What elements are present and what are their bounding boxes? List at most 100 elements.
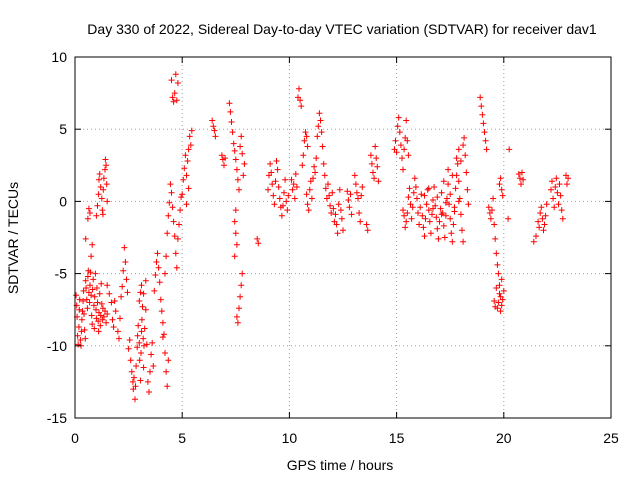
data-point xyxy=(478,103,485,110)
data-point xyxy=(88,292,95,299)
data-point xyxy=(489,207,495,214)
data-point xyxy=(103,162,110,169)
data-point xyxy=(449,172,456,179)
data-point xyxy=(565,175,572,182)
data-point xyxy=(435,235,442,242)
data-point xyxy=(104,198,111,205)
data-point xyxy=(222,155,229,162)
data-point xyxy=(100,313,107,320)
data-point xyxy=(90,302,97,309)
data-point xyxy=(495,270,502,277)
data-point xyxy=(163,253,170,260)
data-point xyxy=(169,204,176,211)
data-point xyxy=(537,210,544,216)
data-point xyxy=(89,241,96,248)
data-point xyxy=(536,224,543,231)
data-point xyxy=(94,202,101,209)
data-point xyxy=(82,235,89,242)
data-point xyxy=(132,383,139,390)
data-point xyxy=(274,166,281,173)
data-point xyxy=(281,189,287,196)
data-point xyxy=(559,215,566,222)
data-point xyxy=(280,202,286,209)
data-point xyxy=(344,188,351,195)
data-point xyxy=(88,312,95,319)
data-point xyxy=(74,332,81,339)
data-point xyxy=(399,155,405,162)
data-point xyxy=(457,158,464,164)
data-point xyxy=(363,221,370,228)
data-point xyxy=(102,156,109,163)
data-point xyxy=(540,227,547,234)
data-point xyxy=(419,212,426,219)
data-point xyxy=(100,186,107,193)
data-point xyxy=(273,158,280,164)
data-point xyxy=(392,137,399,144)
data-point xyxy=(91,293,98,300)
data-point xyxy=(453,155,460,162)
data-point xyxy=(311,163,318,170)
data-point xyxy=(491,298,498,304)
data-point xyxy=(166,199,173,206)
data-point xyxy=(402,224,409,231)
data-point xyxy=(535,218,542,225)
data-point xyxy=(148,351,155,358)
data-point xyxy=(555,201,562,208)
data-point xyxy=(406,185,413,192)
chart-title: Day 330 of 2022, Sidereal Day-to-day VTE… xyxy=(87,21,597,37)
data-point xyxy=(493,285,500,291)
data-point xyxy=(282,176,289,183)
data-point xyxy=(554,189,561,196)
data-point xyxy=(321,172,328,179)
data-point xyxy=(506,146,513,153)
data-point xyxy=(231,147,238,154)
data-point xyxy=(442,212,449,219)
data-point xyxy=(308,195,315,202)
data-point xyxy=(103,181,110,188)
data-point xyxy=(437,205,444,212)
data-point xyxy=(185,185,192,192)
data-point xyxy=(417,204,424,211)
data-point xyxy=(375,178,382,185)
data-point xyxy=(426,218,433,225)
data-point xyxy=(456,195,463,202)
data-point xyxy=(347,191,354,198)
data-point xyxy=(448,230,455,237)
data-point xyxy=(168,189,175,196)
data-point xyxy=(181,165,188,172)
data-point xyxy=(326,192,333,199)
data-point xyxy=(447,191,454,198)
data-point xyxy=(310,175,316,182)
data-point xyxy=(421,192,428,199)
data-point xyxy=(163,368,170,375)
data-point xyxy=(283,198,290,205)
data-point xyxy=(119,283,126,290)
data-point xyxy=(499,192,506,199)
data-point xyxy=(322,185,329,192)
data-point xyxy=(188,127,195,134)
data-point xyxy=(497,308,504,315)
data-point xyxy=(463,169,470,176)
data-point xyxy=(436,218,443,225)
data-point xyxy=(110,324,117,330)
data-point xyxy=(212,133,219,140)
data-point xyxy=(288,176,295,183)
data-point xyxy=(138,350,144,356)
data-point xyxy=(156,279,163,286)
data-point xyxy=(141,342,147,349)
data-point xyxy=(123,276,130,283)
data-point xyxy=(139,303,146,310)
data-points xyxy=(73,71,572,403)
data-point xyxy=(367,152,374,159)
data-point xyxy=(136,357,143,364)
data-point xyxy=(151,287,158,294)
data-point xyxy=(556,181,563,188)
data-point xyxy=(81,326,88,333)
data-point xyxy=(125,345,132,352)
data-point xyxy=(136,339,143,346)
data-point xyxy=(94,299,101,306)
data-point xyxy=(184,158,191,164)
data-point xyxy=(176,221,182,228)
y-tick-label: 0 xyxy=(59,193,67,209)
data-point xyxy=(136,298,143,304)
